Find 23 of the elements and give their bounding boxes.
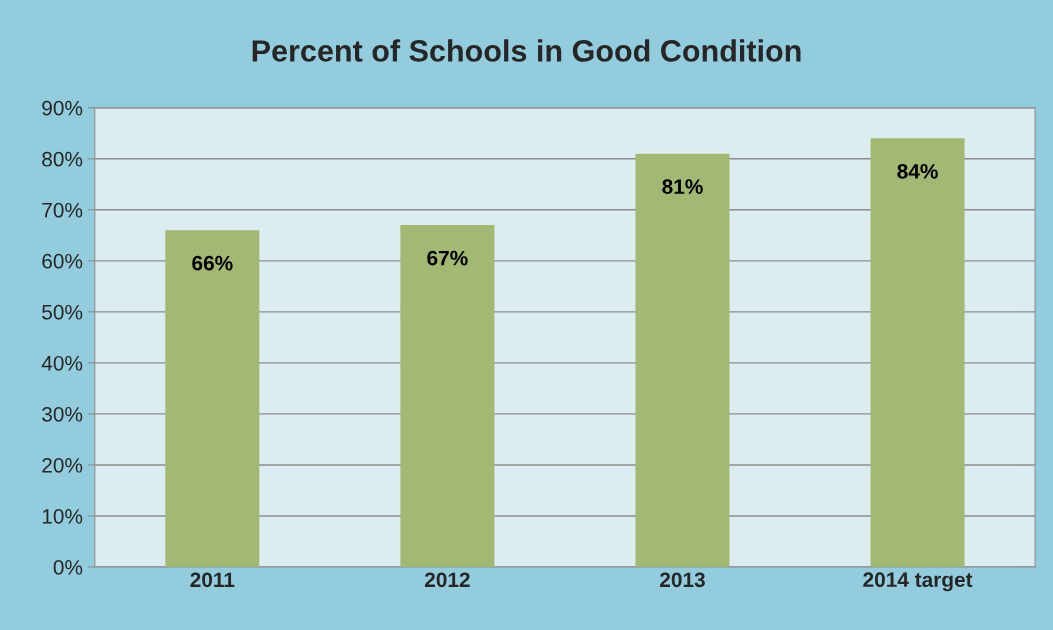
y-tick-label: 0% xyxy=(53,560,83,575)
data-label: 84% xyxy=(897,163,938,179)
bar xyxy=(165,230,260,567)
y-tick-label: 30% xyxy=(42,406,83,422)
x-tick-label: 2014 target xyxy=(863,572,973,592)
data-label: 67% xyxy=(427,250,468,266)
y-tick-label: 70% xyxy=(42,202,83,218)
bar xyxy=(870,138,965,567)
x-tick-label: 2011 xyxy=(190,572,235,588)
data-label: 81% xyxy=(662,179,703,194)
y-tick-label: 20% xyxy=(42,457,83,473)
y-tick-label: 90% xyxy=(42,100,83,116)
chart-title: Percent of Schools in Good Condition xyxy=(252,39,801,62)
y-tick-label: 60% xyxy=(42,253,83,269)
y-tick-label: 80% xyxy=(42,151,83,167)
x-tick-label: 2013 xyxy=(660,572,705,588)
data-label: 66% xyxy=(192,255,233,271)
y-tick-label: 40% xyxy=(41,355,83,371)
bar xyxy=(635,153,730,567)
y-tick-label: 50% xyxy=(42,304,83,320)
bar xyxy=(400,225,495,567)
y-tick-label: 10% xyxy=(42,508,83,524)
x-tick-label: 2012 xyxy=(424,572,470,588)
